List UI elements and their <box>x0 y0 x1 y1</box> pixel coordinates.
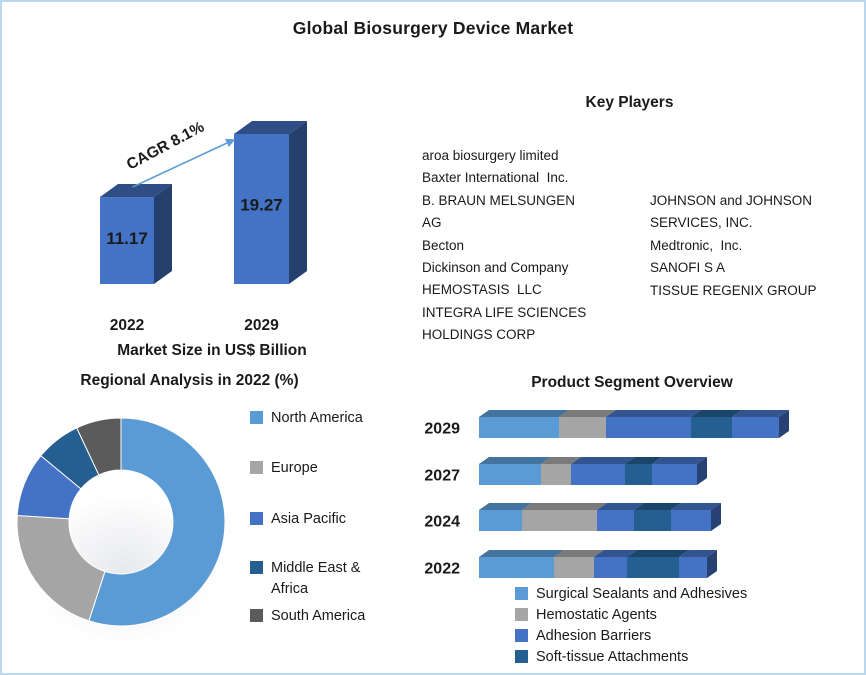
key-player-name: HEMOSTASIS LLC <box>422 282 542 298</box>
legend-label: Middle East & Africa <box>271 560 361 597</box>
stacked-segment-unlabeled-segment <box>671 510 711 531</box>
donut-slice-north-america <box>88 417 226 627</box>
stacked-segment-soft-tissue-attachments <box>634 510 671 531</box>
key-player-name: AG <box>422 215 442 231</box>
page-title: Global Biosurgery Device Market <box>292 18 574 38</box>
legend-item-europe: Europe <box>250 458 387 479</box>
stacked-year-label: 2027 <box>424 468 460 485</box>
key-players-heading: Key Players <box>585 94 674 111</box>
stacked-segment-unlabeled-segment <box>679 557 707 578</box>
bar-category-label: 2029 <box>244 317 279 334</box>
key-player-name: SERVICES, INC. <box>650 215 753 231</box>
bar-value-label: 11.17 <box>106 229 148 248</box>
legend-swatch-adhesion-barriers <box>515 629 528 642</box>
legend-label: South America <box>271 608 366 624</box>
key-player-name: Dickinson and Company <box>422 260 569 276</box>
stacked-segment-soft-tissue-attachments <box>627 557 679 578</box>
key-player-name: Becton <box>422 237 465 253</box>
product-segment-legend: Surgical Sealants and Adhesives Hemostati… <box>515 583 747 667</box>
regional-analysis-title: Regional Analysis in 2022 (%) <box>80 372 299 389</box>
legend-item-surgical-sealants-and-adhesives: Surgical Sealants and Adhesives <box>515 583 747 604</box>
stacked-segment-unlabeled-segment <box>652 464 697 485</box>
stacked-segment-soft-tissue-attachments <box>691 417 732 438</box>
legend-swatch-south-america <box>250 609 263 622</box>
key-player-name: aroa biosurgery limited <box>422 148 559 163</box>
stacked-segment-hemostatic-agents <box>541 464 571 485</box>
key-player-name: HOLDINGS CORP <box>422 327 536 343</box>
market-chart-axis-title: Market Size in US$ Billion <box>117 342 307 359</box>
stacked-segment-hemostatic-agents <box>554 557 594 578</box>
legend-label: Hemostatic Agents <box>536 606 657 623</box>
stacked-year-label: 2029 <box>424 421 460 438</box>
stacked-segment-soft-tissue-attachments <box>625 464 652 485</box>
legend-item-adhesion-barriers: Adhesion Barriers <box>515 625 747 646</box>
stacked-year-label: 2024 <box>424 514 460 531</box>
legend-swatch-hemostatic-agents <box>515 608 528 621</box>
legend-item-hemostatic-agents: Hemostatic Agents <box>515 604 747 625</box>
regional-donut-chart <box>16 417 226 627</box>
key-player-name: TISSUE REGENIX GROUP <box>650 282 817 298</box>
stacked-segment-surgical-sealants-and-adhesives <box>479 557 554 578</box>
key-player-name: INTEGRA LIFE SCIENCES <box>422 304 587 320</box>
key-player-name: Medtronic, Inc. <box>650 237 743 253</box>
stacked-segment-surgical-sealants-and-adhesives <box>479 510 522 531</box>
stacked-segment-surgical-sealants-and-adhesives <box>479 417 559 438</box>
key-players-column-1: aroa biosurgery limited Baxter Internatio… <box>422 145 586 347</box>
key-player-name: B. BRAUN MELSUNGEN <box>422 192 576 208</box>
bar-category-label: 2022 <box>110 317 144 334</box>
key-players-column-2: JOHNSON and JOHNSON SERVICES, INC. Medtron… <box>650 190 817 302</box>
regional-legend: North America Europe Asia Pacific Middle Ea… <box>250 408 387 627</box>
legend-item-north-america: North America <box>250 408 387 429</box>
legend-swatch-europe <box>250 461 263 474</box>
stacked-segment-hemostatic-agents <box>522 510 597 531</box>
stacked-segment-adhesion-barriers <box>594 557 627 578</box>
stacked-segment-hemostatic-agents <box>559 417 606 438</box>
legend-item-middle-east-africa: Middle East & Africa <box>250 558 387 600</box>
legend-label: North America <box>271 410 363 426</box>
legend-item-soft-tissue-attachments: Soft-tissue Attachments <box>515 646 747 667</box>
legend-label: Adhesion Barriers <box>536 627 652 644</box>
legend-swatch-asia-pacific <box>250 512 263 525</box>
legend-label: Europe <box>271 460 318 476</box>
stacked-segment-unlabeled-segment <box>732 417 779 438</box>
key-player-name: JOHNSON and JOHNSON <box>650 193 813 208</box>
legend-swatch-middle-east-africa <box>250 561 263 574</box>
cagr-annotation: CAGR 8.1% <box>124 118 207 173</box>
legend-swatch-surgical-sealants-and-adhesives <box>515 587 528 600</box>
stacked-segment-surgical-sealants-and-adhesives <box>479 464 541 485</box>
product-segment-stacked-chart: 2029 2027 2024 2022 <box>424 410 789 578</box>
legend-item-south-america: South America <box>250 606 387 627</box>
key-player-name: SANOFI S A <box>650 260 726 276</box>
legend-label: Asia Pacific <box>271 511 346 527</box>
market-size-bar-chart: 11.17 2022 19.27 2029 CAGR 8.1% Market Size i… <box>100 118 307 359</box>
stacked-segment-adhesion-barriers <box>571 464 625 485</box>
legend-swatch-north-america <box>250 411 263 424</box>
product-segment-title: Product Segment Overview <box>531 374 733 391</box>
legend-swatch-soft-tissue-attachments <box>515 650 528 663</box>
donut-slice-europe <box>16 514 106 622</box>
donut-slice-south-america <box>76 417 122 476</box>
legend-label: Surgical Sealants and Adhesives <box>536 585 748 602</box>
stacked-year-label: 2022 <box>424 561 460 578</box>
stacked-segment-adhesion-barriers <box>597 510 634 531</box>
legend-item-asia-pacific: Asia Pacific <box>250 509 387 530</box>
cagr-arrowhead <box>225 138 236 148</box>
stacked-segment-adhesion-barriers <box>606 417 691 438</box>
cagr-arrow <box>132 142 228 188</box>
legend-label: Soft-tissue Attachments <box>536 648 689 665</box>
key-player-name: Baxter International Inc. <box>422 170 569 186</box>
bar-value-label: 19.27 <box>240 196 283 215</box>
